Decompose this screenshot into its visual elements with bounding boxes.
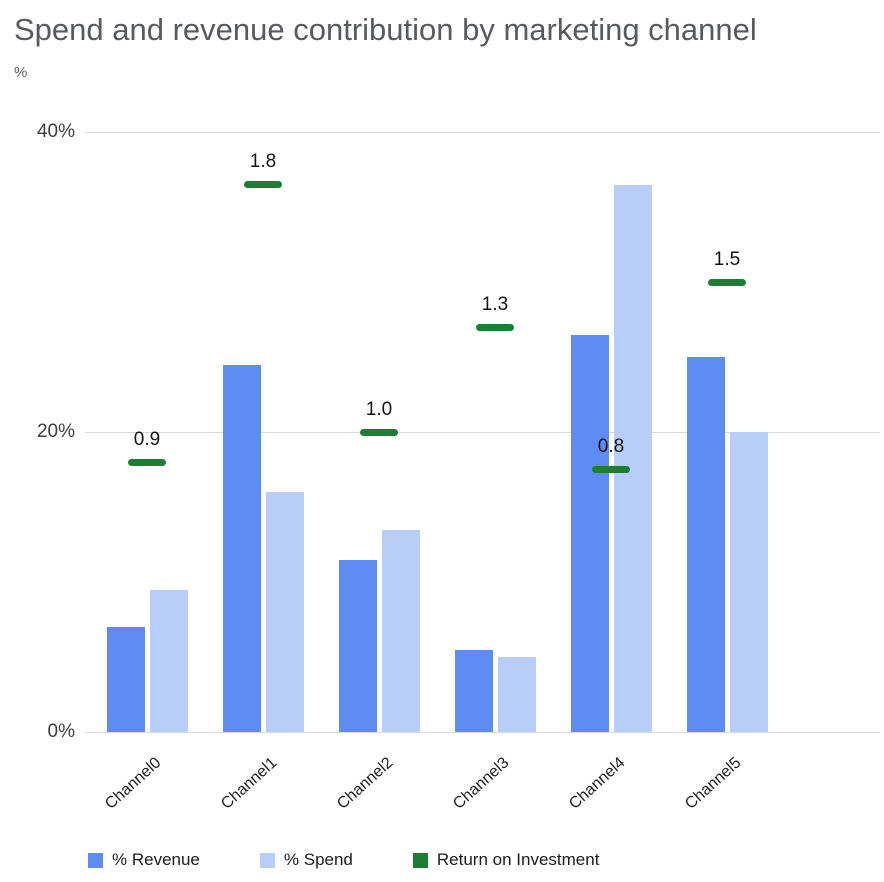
legend-label-revenue: % Revenue — [112, 850, 200, 869]
gridline-0 — [85, 732, 880, 733]
roi-value-label-channel5: 1.5 — [713, 248, 741, 270]
x-axis-label-channel3: Channel3 — [450, 754, 513, 813]
legend-item-revenue: % Revenue — [88, 850, 200, 870]
y-tick-label-40: 40% — [36, 121, 75, 142]
x-axis-label-channel4: Channel4 — [566, 754, 629, 813]
legend-item-spend: % Spend — [259, 850, 353, 870]
gridline-20 — [85, 432, 880, 433]
bar-revenue-channel0[interactable] — [106, 627, 145, 732]
roi-marker-channel0[interactable] — [128, 458, 166, 466]
x-axis-label-channel0: Channel0 — [102, 754, 165, 813]
roi-marker-channel3[interactable] — [476, 323, 514, 331]
bar-spend-channel1[interactable] — [265, 492, 304, 732]
y-axis-unit-label: % — [14, 64, 28, 81]
legend-swatch-return-on-investment — [412, 852, 428, 868]
roi-marker-channel2[interactable] — [360, 428, 398, 436]
legend-label-spend: % Spend — [283, 850, 353, 869]
roi-value-label-channel0: 0.9 — [133, 428, 161, 450]
legend-label-return-on-investment: Return on Investment — [436, 850, 600, 869]
y-tick-label-0: 0% — [47, 721, 75, 742]
x-axis-label-channel5: Channel5 — [682, 754, 745, 813]
plot-area: 0.9 1.8 1.0 1.3 0.8 1.5 — [85, 132, 880, 733]
legend: % Revenue % Spend Return on Investment — [88, 850, 599, 870]
gridline-40 — [85, 132, 880, 133]
chart-title: Spend and revenue contribution by market… — [14, 12, 757, 47]
bar-spend-channel4[interactable] — [613, 184, 652, 732]
bar-spend-channel0[interactable] — [149, 589, 188, 732]
bar-revenue-channel5[interactable] — [686, 357, 725, 732]
roi-value-label-channel1: 1.8 — [249, 151, 277, 172]
legend-swatch-revenue — [88, 852, 103, 868]
bar-revenue-channel1[interactable] — [222, 364, 261, 732]
bar-spend-channel3[interactable] — [497, 657, 536, 732]
x-axis-label-channel2: Channel2 — [334, 754, 397, 813]
bar-revenue-channel2[interactable] — [338, 559, 377, 732]
x-axis-label-channel1: Channel1 — [218, 754, 281, 813]
legend-swatch-spend — [259, 852, 275, 868]
roi-marker-channel4[interactable] — [592, 466, 630, 473]
roi-marker-channel1[interactable] — [244, 181, 282, 188]
roi-value-label-channel2: 1.0 — [365, 398, 393, 420]
y-tick-label-20: 20% — [36, 421, 75, 442]
bar-revenue-channel4[interactable] — [570, 334, 609, 732]
legend-item-return-on-investment: Return on Investment — [412, 850, 600, 870]
roi-value-label-channel3: 1.3 — [481, 293, 509, 315]
bar-spend-channel2[interactable] — [381, 529, 420, 732]
roi-value-label-channel4: 0.8 — [597, 436, 625, 457]
bar-revenue-channel3[interactable] — [454, 649, 493, 732]
bar-spend-channel5[interactable] — [729, 432, 768, 732]
roi-marker-channel5[interactable] — [708, 278, 746, 286]
